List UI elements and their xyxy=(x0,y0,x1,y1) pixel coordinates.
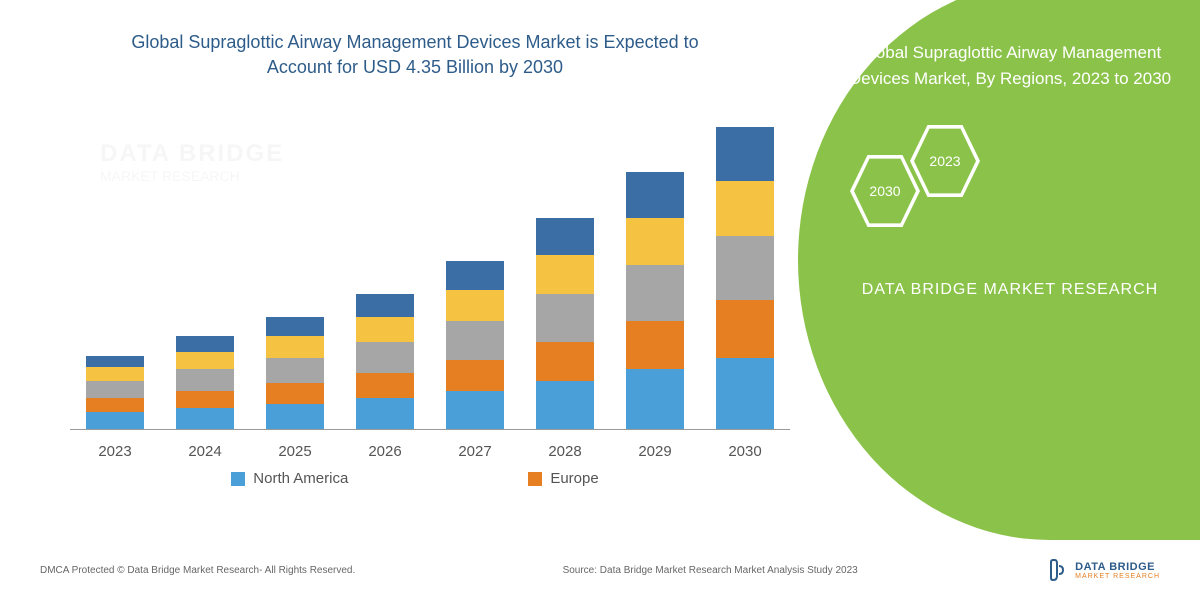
bar-segment xyxy=(266,358,324,383)
bar-segment xyxy=(626,369,684,429)
x-axis-label: 2030 xyxy=(716,443,774,460)
bar-segment xyxy=(356,342,414,373)
logo-mark-icon xyxy=(1045,558,1069,582)
bar-group xyxy=(266,317,324,429)
bar-segment xyxy=(86,367,144,381)
bar-segment xyxy=(266,317,324,336)
x-axis-label: 2029 xyxy=(626,443,684,460)
x-axis-label: 2027 xyxy=(446,443,504,460)
bar-segment xyxy=(626,218,684,265)
x-axis-label: 2028 xyxy=(536,443,594,460)
bar-segment xyxy=(176,369,234,390)
main-container: Global Supraglottic Airway Management De… xyxy=(0,0,1200,600)
bar-segment xyxy=(626,321,684,369)
bar-segment xyxy=(266,404,324,429)
x-axis-label: 2025 xyxy=(266,443,324,460)
bar-segment xyxy=(356,373,414,398)
legend-item: Europe xyxy=(528,470,598,487)
bar-segment xyxy=(446,360,504,391)
hexagon-2030: 2030 xyxy=(850,151,920,231)
x-axis-labels: 2023 2024 2025 2026 2027 2028 2029 2030 xyxy=(70,443,790,460)
bar-segment xyxy=(716,236,774,300)
bar-segment xyxy=(356,317,414,342)
hexagon-2030-label: 2030 xyxy=(854,155,916,227)
footer-copyright: DMCA Protected © Data Bridge Market Rese… xyxy=(40,565,523,576)
bar-segment xyxy=(716,358,774,430)
bar-segment xyxy=(626,172,684,219)
right-panel: Global Supraglottic Airway Management De… xyxy=(800,0,1200,600)
legend-label: Europe xyxy=(550,470,598,487)
bar-segment xyxy=(356,398,414,429)
legend-swatch xyxy=(231,472,245,486)
bar-segment xyxy=(446,391,504,430)
logo-text-wrap: DATA BRIDGE MARKET RESEARCH xyxy=(1075,561,1160,580)
bar-segment xyxy=(86,398,144,412)
x-axis-label: 2024 xyxy=(176,443,234,460)
brand-text: DATA BRIDGE MARKET RESEARCH xyxy=(840,281,1180,299)
right-content: Global Supraglottic Airway Management De… xyxy=(840,40,1180,299)
bar-segment xyxy=(536,381,594,429)
legend-item: North America xyxy=(231,470,348,487)
footer: DMCA Protected © Data Bridge Market Rese… xyxy=(0,558,1200,582)
bar-segment xyxy=(536,342,594,381)
chart-legend: North America Europe xyxy=(50,470,780,487)
bar-segment xyxy=(536,294,594,342)
bar-segment xyxy=(356,294,414,317)
footer-logo-main: DATA BRIDGE xyxy=(1075,561,1155,573)
bar-segment xyxy=(446,321,504,360)
bar-segment xyxy=(716,300,774,358)
bar-group xyxy=(446,261,504,430)
chart-area: Global Supraglottic Airway Management De… xyxy=(0,0,800,600)
bar-segment xyxy=(176,408,234,429)
hexagon-group: 2030 2023 xyxy=(840,121,1180,221)
hexagon-2023: 2023 xyxy=(910,121,980,201)
bar-group xyxy=(626,172,684,430)
bar-segment xyxy=(86,356,144,368)
bar-group xyxy=(716,127,774,429)
footer-source: Source: Data Bridge Market Research Mark… xyxy=(523,565,1046,576)
bar-segment xyxy=(716,127,774,181)
chart-title: Global Supraglottic Airway Management De… xyxy=(50,30,780,80)
bar-segment xyxy=(446,290,504,321)
x-axis-label: 2023 xyxy=(86,443,144,460)
bar-segment xyxy=(266,336,324,357)
bar-group xyxy=(536,218,594,429)
bar-group xyxy=(356,294,414,430)
bar-segment xyxy=(176,352,234,369)
hexagon-2023-label: 2023 xyxy=(914,125,976,197)
x-axis-label: 2026 xyxy=(356,443,414,460)
bars-container xyxy=(70,120,790,430)
chart-plot: 2023 2024 2025 2026 2027 2028 2029 2030 xyxy=(70,120,790,460)
bar-segment xyxy=(626,265,684,321)
bar-group xyxy=(86,356,144,430)
right-panel-title: Global Supraglottic Airway Management De… xyxy=(840,40,1180,91)
bar-segment xyxy=(176,336,234,352)
legend-swatch xyxy=(528,472,542,486)
bar-segment xyxy=(446,261,504,290)
bar-segment xyxy=(536,255,594,294)
bar-group xyxy=(176,336,234,429)
bar-segment xyxy=(176,391,234,408)
legend-label: North America xyxy=(253,470,348,487)
footer-logo: DATA BRIDGE MARKET RESEARCH xyxy=(1045,558,1160,582)
bar-segment xyxy=(86,381,144,398)
bar-segment xyxy=(716,181,774,235)
bar-segment xyxy=(86,412,144,429)
bar-segment xyxy=(266,383,324,404)
bar-segment xyxy=(536,218,594,255)
footer-logo-sub: MARKET RESEARCH xyxy=(1075,573,1160,580)
